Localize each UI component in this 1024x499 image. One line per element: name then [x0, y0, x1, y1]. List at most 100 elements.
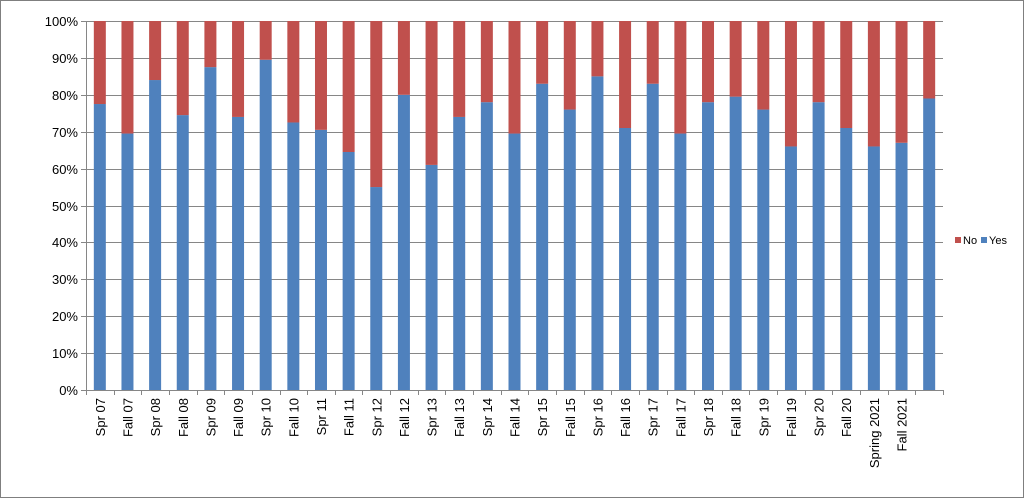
bars	[93, 21, 936, 391]
bar-no	[923, 21, 936, 99]
bar-yes	[591, 76, 604, 390]
bar-no	[702, 21, 715, 103]
bar-yes	[397, 94, 410, 391]
y-tick-label: 60%	[52, 162, 78, 177]
bar-yes	[563, 109, 576, 390]
bar-yes	[93, 104, 106, 391]
bar-yes	[895, 142, 908, 390]
bar-yes	[784, 146, 797, 390]
legend-swatch-no	[955, 237, 961, 243]
bar-yes	[508, 133, 521, 391]
bar-no	[425, 21, 438, 165]
bar-no	[646, 21, 659, 84]
bar-no	[314, 21, 327, 130]
bar-no	[397, 21, 410, 95]
x-tick-label: Spring 2021	[867, 398, 882, 468]
bar-yes	[232, 116, 245, 390]
bar-no	[453, 21, 466, 117]
y-tick-label: 100%	[45, 14, 79, 29]
bar-yes	[314, 129, 327, 391]
x-tick-label: Fall 20	[839, 398, 854, 437]
x-tick-label: Spr 11	[314, 398, 329, 435]
legend-swatch-yes	[981, 237, 987, 243]
y-tick-label: 80%	[52, 88, 78, 103]
bar-yes	[536, 83, 549, 390]
bar-yes	[204, 67, 217, 390]
x-tick-label: Spr 07	[93, 398, 108, 436]
x-tick-label: Spr 09	[203, 398, 218, 436]
x-tick-label: Spr 19	[756, 398, 771, 436]
x-tick-label: Fall 07	[120, 398, 135, 437]
bar-no	[204, 21, 217, 68]
axes	[81, 21, 944, 395]
bar-no	[812, 21, 825, 103]
x-tick-label: Spr 20	[812, 398, 827, 436]
y-tick-label: 40%	[52, 235, 78, 250]
bar-yes	[453, 116, 466, 390]
bar-no	[176, 21, 189, 116]
bar-yes	[287, 122, 300, 390]
x-tick-label: Fall 18	[729, 398, 744, 437]
x-tick-label: Fall 15	[563, 398, 578, 437]
bar-no	[784, 21, 797, 147]
legend-label-yes: Yes	[989, 235, 1007, 247]
bar-no	[591, 21, 604, 77]
bar-yes	[702, 102, 715, 391]
bar-yes	[480, 102, 493, 391]
bar-no	[729, 21, 742, 97]
bar-yes	[812, 102, 825, 391]
bar-no	[895, 21, 908, 143]
x-tick-label: Fall 13	[452, 398, 467, 437]
y-tick-label: 30%	[52, 272, 78, 287]
x-tick-label: Fall 19	[784, 398, 799, 437]
x-tick-label: Fall 08	[176, 398, 191, 437]
bar-no	[121, 21, 134, 134]
x-tick-label: Spr 13	[425, 398, 440, 436]
bar-yes	[923, 98, 936, 391]
bar-no	[840, 21, 853, 129]
y-tick-label: 20%	[52, 309, 78, 324]
x-tick-label: Fall 16	[618, 398, 633, 437]
x-tick-label: Spr 14	[480, 398, 495, 436]
y-tick-label: 70%	[52, 125, 78, 140]
x-tick-label: Fall 2021	[895, 398, 910, 451]
x-tick-label: Spr 16	[590, 398, 605, 436]
bar-no	[480, 21, 493, 103]
x-tick-label: Spr 17	[646, 398, 661, 436]
bar-yes	[425, 164, 438, 390]
bar-no	[342, 21, 355, 152]
bar-no	[287, 21, 300, 123]
x-tick-label: Fall 14	[508, 398, 523, 437]
x-tick-label: Spr 15	[535, 398, 550, 436]
bar-no	[508, 21, 521, 134]
bar-yes	[342, 151, 355, 390]
x-tick-label: Spr 08	[148, 398, 163, 436]
x-tick-label: Spr 10	[259, 398, 274, 436]
bar-yes	[867, 146, 880, 390]
bar-no	[259, 21, 272, 60]
bar-no	[232, 21, 245, 117]
bar-yes	[121, 133, 134, 391]
bar-yes	[370, 187, 383, 390]
x-tick-label: Fall 12	[397, 398, 412, 437]
y-tick-label: 0%	[59, 383, 78, 398]
x-tick-label: Fall 17	[673, 398, 688, 437]
bar-no	[674, 21, 687, 134]
bar-no	[867, 21, 880, 147]
x-tick-labels: Spr 07 Fall 07 Spr 08 Fall 08 Spr 09 Fall 09 S…	[93, 398, 910, 468]
x-tick-label: Spr 18	[701, 398, 716, 436]
x-tick-label: Spr 12	[369, 398, 384, 436]
x-tick-label: Fall 10	[286, 398, 301, 437]
bar-yes	[757, 109, 770, 390]
bar-yes	[674, 133, 687, 391]
legend: No Yes	[955, 235, 1007, 247]
bar-yes	[259, 59, 272, 391]
y-tick-label: 50%	[52, 199, 78, 214]
x-tick-label: Fall 09	[231, 398, 246, 437]
x-tick-label: Fall 11	[342, 398, 357, 436]
legend-label-no: No	[963, 235, 977, 247]
bar-no	[536, 21, 549, 84]
y-tick-label: 10%	[52, 346, 78, 361]
